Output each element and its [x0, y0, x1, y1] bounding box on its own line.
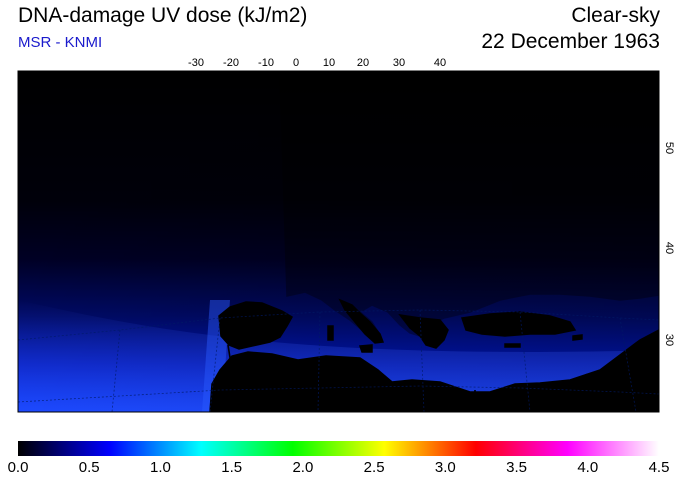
sky-condition: Clear-sky	[571, 4, 660, 27]
colorbar-tick-label: 2.0	[292, 459, 314, 476]
italy	[338, 298, 385, 344]
right-lat-tick-label: 40	[663, 242, 675, 254]
anatomia-turkey	[461, 311, 577, 337]
country-borders	[227, 344, 659, 412]
top-lon-tick-label: -10	[258, 57, 274, 69]
colorbar-tick-label: 0.5	[78, 459, 100, 476]
left-lat-tick-label: 60	[4, 95, 16, 107]
colorbar-tick-label: 3.0	[434, 459, 456, 476]
right-lat-tick-label: 50	[663, 142, 675, 154]
uv-dose-map: -30 -20 -10 0 10 20 30 40 -20 -10 0 10 20 30 60 50 40 3…	[4, 57, 675, 427]
iberian-peninsula	[218, 301, 294, 350]
colorbar-tick-label: 3.5	[506, 459, 527, 476]
cyprus	[572, 334, 583, 341]
map-source: MSR - KNMI	[18, 34, 103, 51]
bottom-lon-tick-label: -10	[193, 415, 209, 427]
top-lon-tick-label: -30	[188, 57, 204, 69]
colorbar-tick-label: 1.5	[221, 459, 243, 476]
top-lon-tick-label: 30	[393, 57, 405, 69]
colorbar-tick-label: 2.5	[363, 459, 385, 476]
map-frame	[17, 70, 660, 413]
top-lon-tick-label: 40	[434, 57, 446, 69]
top-lon-tick-label: 20	[357, 57, 369, 69]
left-lat-tick-label: 50	[4, 194, 16, 206]
colorbar-tick-label: 1.0	[150, 459, 171, 476]
bottom-lon-tick-label: 0	[295, 415, 301, 427]
land-masses	[209, 71, 659, 412]
sardinia	[327, 325, 334, 341]
bottom-lon-tick-label: -20	[93, 415, 109, 427]
colorbar	[18, 441, 659, 456]
top-lon-tick-label: 10	[323, 57, 335, 69]
left-latitude-ticks: 60 50 40 30	[4, 95, 16, 376]
right-latitude-ticks: 50 40 30	[663, 142, 675, 346]
bottom-lon-tick-label: 10	[387, 415, 399, 427]
top-longitude-ticks: -30 -20 -10 0 10 20 30 40	[188, 57, 446, 69]
map-border	[17, 70, 660, 413]
north-africa	[209, 329, 659, 412]
top-lon-tick-label: -20	[223, 57, 239, 69]
bottom-lon-tick-label: 20	[488, 415, 500, 427]
top-lon-tick-label: 0	[293, 57, 299, 69]
balkans-greece	[398, 313, 449, 349]
colorbar-tick-label: 0.0	[7, 459, 29, 476]
map-date: 22 December 1963	[481, 30, 660, 53]
bottom-longitude-ticks: -20 -10 0 10 20 30	[93, 415, 606, 427]
right-lat-tick-label: 30	[663, 334, 675, 346]
bottom-lon-tick-label: 30	[594, 415, 606, 427]
crete	[504, 343, 521, 348]
left-lat-tick-label: 40	[4, 280, 16, 292]
colorbar-tick-label: 4.0	[577, 459, 599, 476]
left-lat-tick-label: 30	[4, 364, 16, 376]
map-title: DNA-damage UV dose (kJ/m2)	[18, 4, 308, 27]
colorbar-tick-label: 4.5	[648, 459, 670, 476]
sicily	[358, 344, 373, 353]
europe-mainland	[279, 71, 659, 341]
graticule	[18, 309, 659, 412]
